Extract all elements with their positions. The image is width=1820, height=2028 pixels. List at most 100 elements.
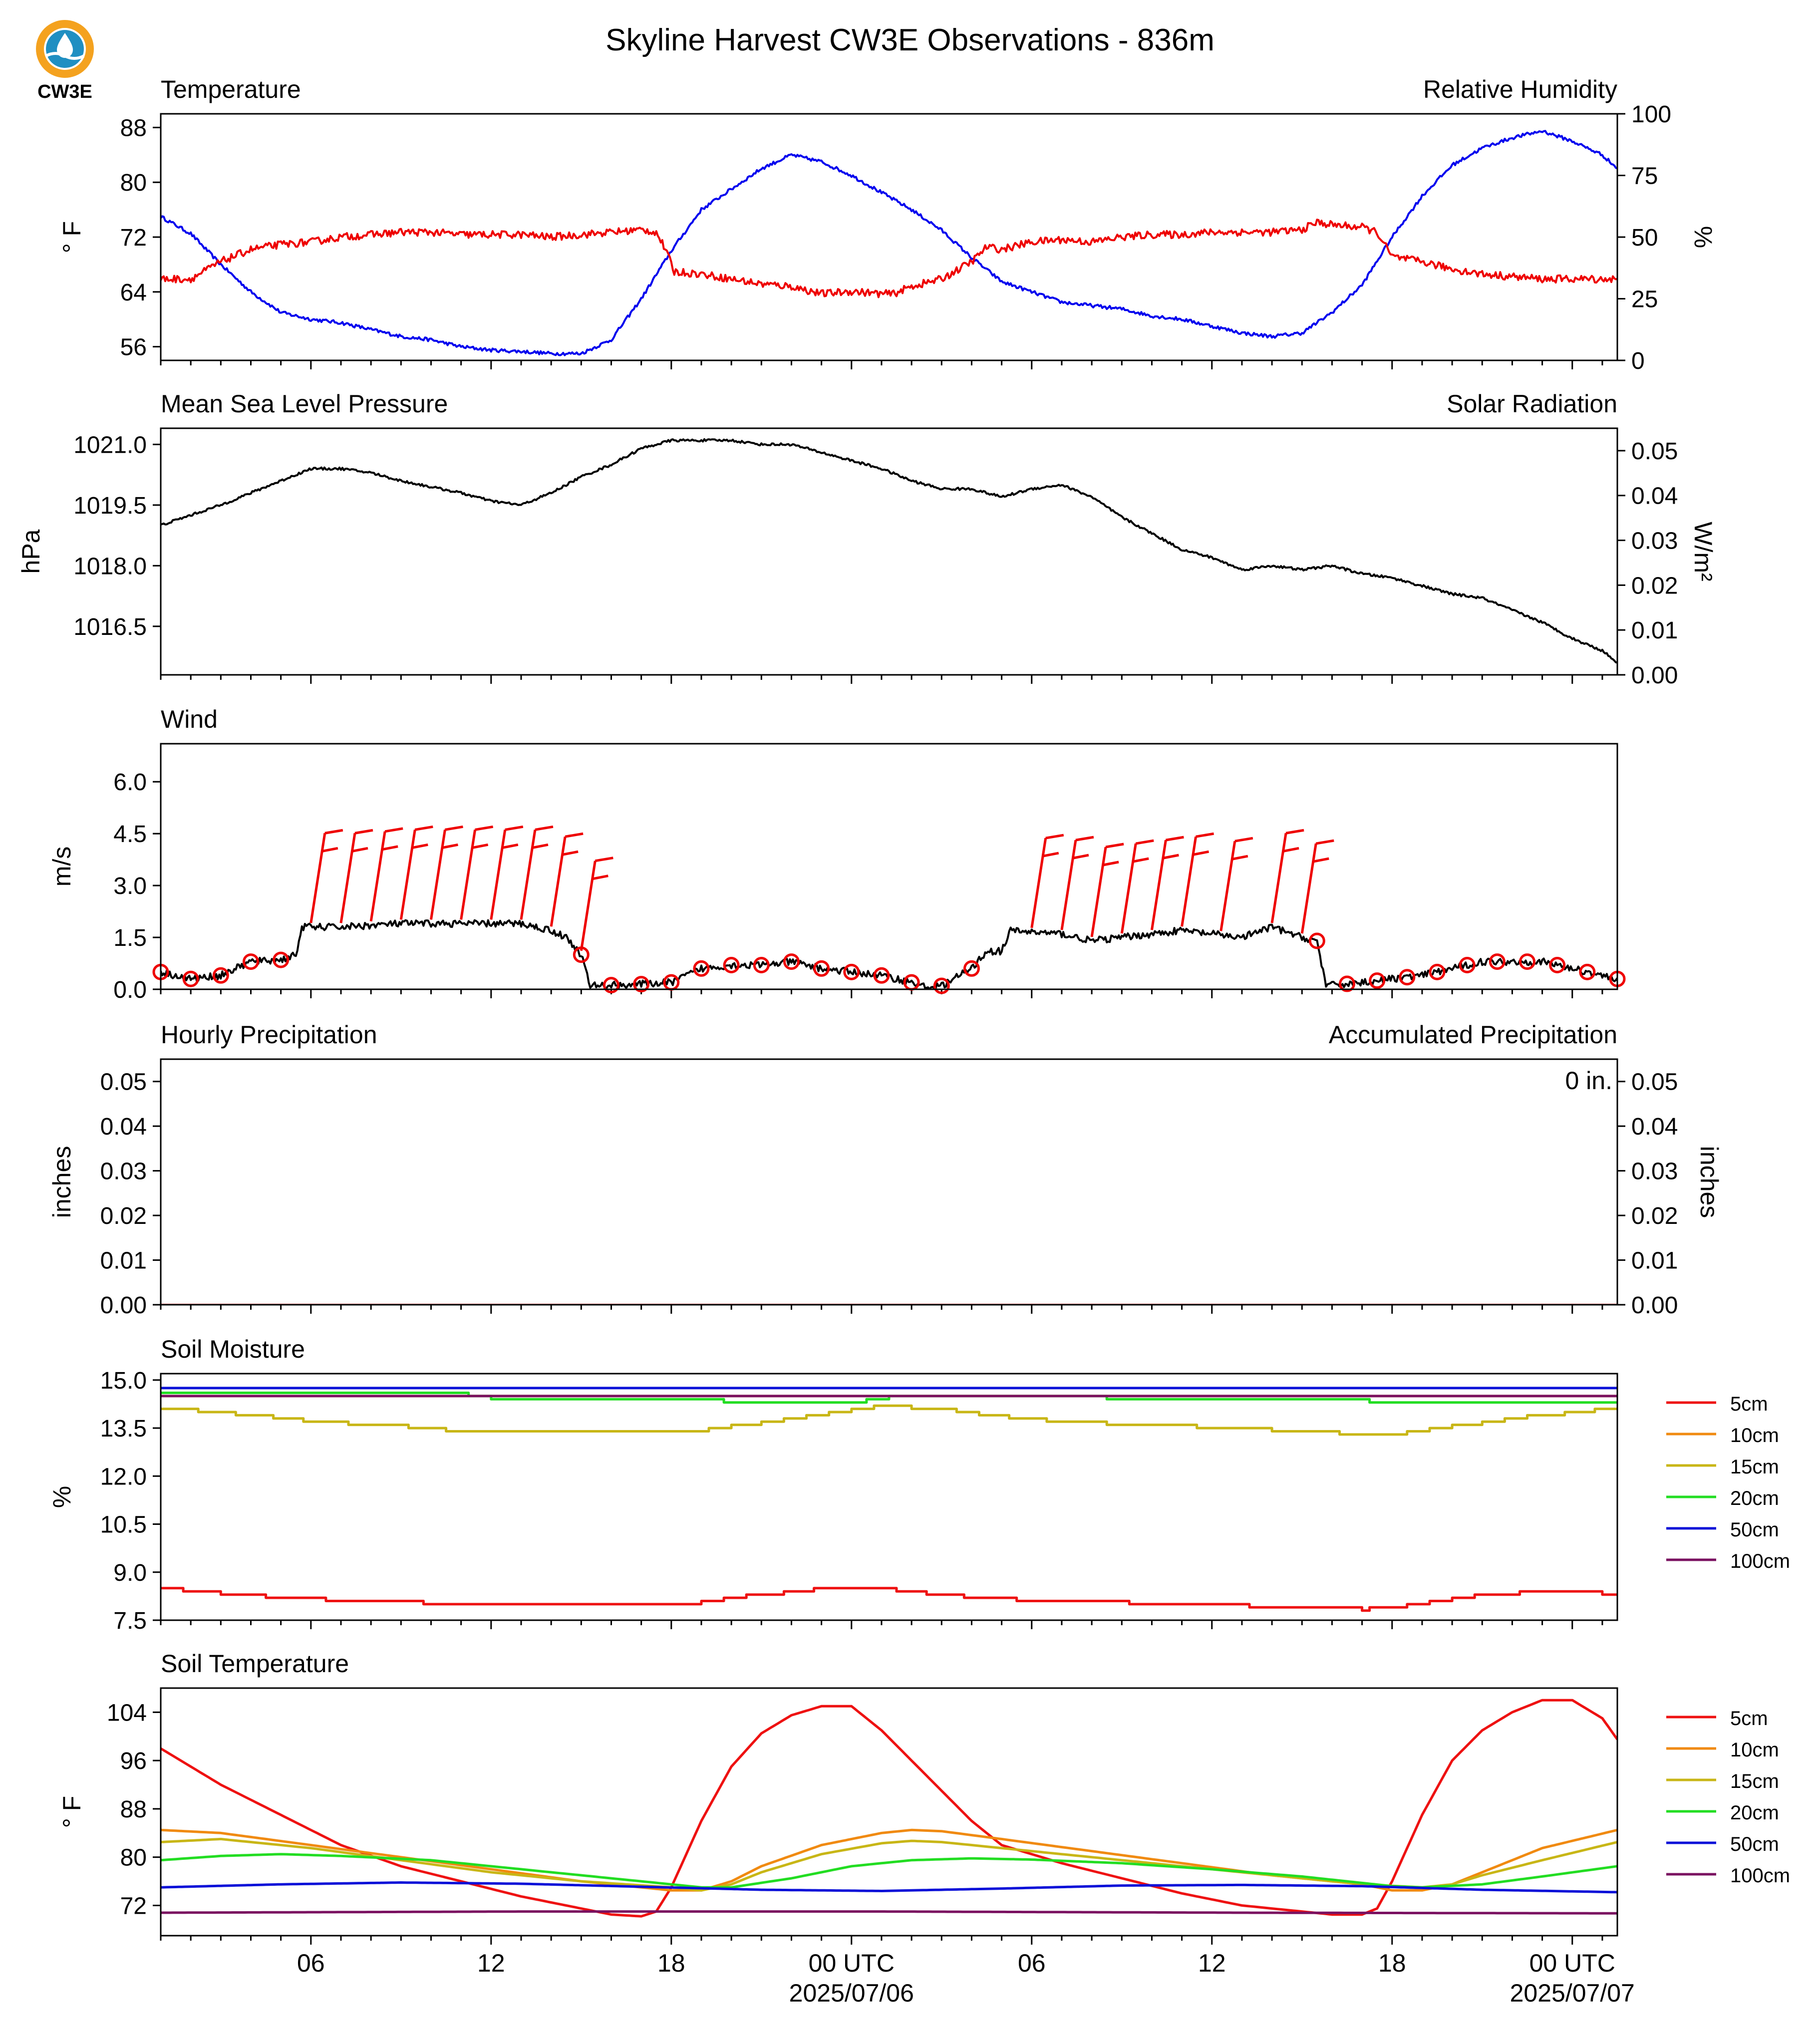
y-axis-label: ° F: [58, 1796, 86, 1828]
legend-label: 20cm: [1730, 1487, 1779, 1509]
y-tick-label: 72: [120, 1893, 147, 1920]
y-tick-label-right: 50: [1631, 225, 1658, 251]
wind-barb-flag: [324, 829, 343, 835]
legend-label: 50cm: [1730, 1833, 1779, 1855]
y-tick-label-right: 0.05: [1631, 438, 1678, 465]
y-tick-label: 9.0: [113, 1560, 147, 1586]
y-tick-label-right: 0.03: [1631, 1159, 1678, 1185]
y-tick-label: 0.04: [100, 1114, 147, 1140]
wind-barb-flag: [565, 832, 584, 838]
wind-calm-circle: [1308, 932, 1325, 949]
legend-label: 20cm: [1730, 1802, 1779, 1824]
wind-barb: [460, 825, 494, 920]
wind-barb-half-flag: [382, 845, 398, 851]
wind-barb-staff: [460, 829, 477, 920]
panel-wind: Wind 0.0 1.5 3.0 4.5 6.0 m/s: [48, 705, 1626, 1003]
wind-calm-circle: [783, 953, 800, 970]
legend: 5cm 10cm 15cm 20cm 50cm 100cm: [1666, 1708, 1790, 1887]
y-tick-label: 80: [120, 170, 147, 196]
y-tick-label: 13.5: [100, 1416, 147, 1442]
y-tick-label: 96: [120, 1748, 147, 1774]
y-tick-label-right: 100: [1631, 101, 1671, 128]
y-tick-label-right: 0.03: [1631, 528, 1678, 555]
wind-calm-circle: [1579, 963, 1596, 980]
wind-barb: [1120, 839, 1154, 934]
wind-calm-circle: [843, 963, 860, 980]
y-axis-label-right: W/m²: [1689, 522, 1717, 581]
y-tick-label: 104: [107, 1700, 147, 1726]
wind-barb-half-flag: [322, 847, 338, 853]
wind-barb-staff: [1120, 843, 1137, 934]
y-tick-label-right: 0: [1631, 348, 1645, 374]
wind-barb-half-flag: [1163, 854, 1179, 860]
x-tick-label: 18: [1378, 1949, 1406, 1977]
y-tick-label: 6.0: [113, 769, 147, 796]
panel-title-left: Wind: [161, 705, 218, 733]
x-tick-label: 18: [657, 1949, 685, 1977]
wind-calm-circle: [603, 977, 619, 994]
wind-barb-half-flag: [502, 843, 519, 849]
y-tick-label: 15.0: [100, 1368, 147, 1394]
wind-barb-flag: [354, 829, 373, 835]
wind-barb-staff: [1150, 840, 1167, 930]
wind-calm-circle: [573, 946, 590, 963]
wind-barb-half-flag: [1283, 847, 1299, 853]
y-axis-label: m/s: [48, 847, 76, 887]
panel-frame: [160, 113, 1618, 361]
series-line-5cm: [161, 1587, 1617, 1612]
y-tick-label: 80: [120, 1845, 147, 1871]
wind-barb-flag: [1075, 836, 1094, 842]
legend-label: 10cm: [1730, 1425, 1779, 1447]
wind-barb: [520, 825, 554, 920]
wind-barb-half-flag: [352, 847, 368, 853]
page-title: Skyline Harvest CW3E Observations - 836m: [606, 23, 1214, 57]
panel-title-left: Hourly Precipitation: [161, 1021, 377, 1049]
series-group: [161, 919, 1617, 989]
wind-barb-flag: [1105, 843, 1124, 849]
panel-pressure: Mean Sea Level Pressure Solar Radiation 10…: [17, 390, 1717, 689]
y-tick-label-right: 0.05: [1631, 1069, 1678, 1096]
panel-frame: [160, 1687, 1618, 1937]
series-line-20cm: [161, 1392, 1617, 1404]
wind-barb-staff: [339, 833, 356, 923]
wind-barb-staff: [1030, 838, 1047, 928]
logo-text: CW3E: [37, 81, 92, 102]
wind-barb-staff: [369, 831, 386, 922]
y-tick-label: 1018.0: [73, 553, 147, 579]
series-line-50cm: [161, 1881, 1617, 1894]
series-line-temperature: [161, 130, 1617, 356]
y-axis-label: hPa: [17, 529, 45, 574]
wind-barb: [490, 825, 524, 920]
panel-frame: [160, 1373, 1618, 1621]
x-tick-label: 06: [297, 1949, 325, 1977]
wind-calm-circle: [1519, 953, 1536, 970]
wind-barb-staff: [520, 829, 537, 920]
wind-calm-circle: [1429, 963, 1446, 980]
wind-barb-flag: [1196, 832, 1214, 838]
accumulation-annotation: 0 in.: [1565, 1067, 1612, 1095]
wind-barb-staff: [1181, 836, 1198, 927]
wind-barb-half-flag: [1073, 854, 1089, 860]
wind-barb-staff: [1090, 847, 1107, 937]
legend-label: 10cm: [1730, 1739, 1779, 1761]
x-tick-label: 12: [477, 1949, 505, 1977]
y-tick-label: 0.00: [100, 1292, 147, 1319]
wind-barb-half-flag: [472, 843, 489, 849]
panel-temp_rh: Temperature Relative Humidity 56 64 72 80 88 ° …: [58, 75, 1717, 374]
wind-barb-staff: [550, 836, 567, 927]
y-tick-label-right: 0.01: [1631, 617, 1678, 644]
wind-barb: [430, 825, 463, 920]
y-tick-label: 0.01: [100, 1248, 147, 1274]
wind-barb: [1060, 836, 1094, 930]
wind-barb-staff: [1300, 843, 1317, 934]
legend-label: 15cm: [1730, 1456, 1779, 1478]
y-tick-label: 0.05: [100, 1069, 147, 1096]
wind-barb-flag: [535, 825, 554, 831]
y-tick-label-right: 0.02: [1631, 573, 1678, 599]
wind-barb-half-flag: [1103, 861, 1119, 867]
wind-barb-half-flag: [442, 843, 458, 849]
wind-barb: [1090, 843, 1124, 937]
wind-barb: [1300, 839, 1334, 934]
logo-wave-icon: [45, 52, 85, 60]
